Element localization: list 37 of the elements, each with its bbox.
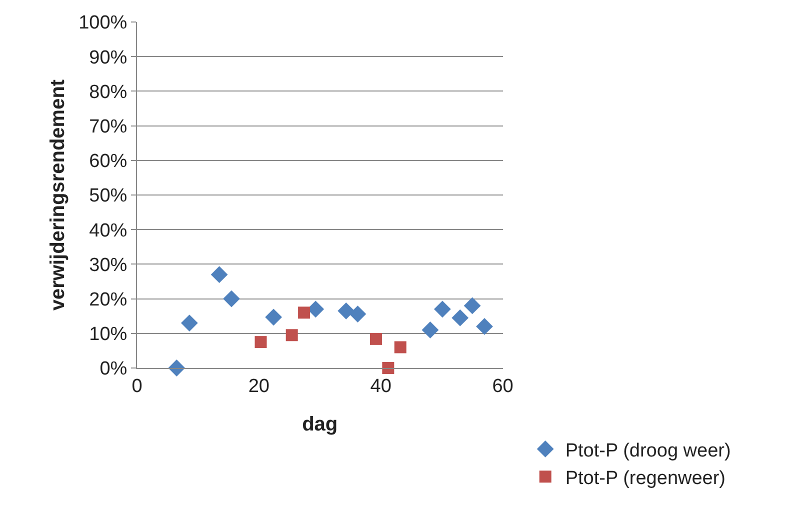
point: [382, 362, 394, 374]
y-tick-label: 100%: [78, 12, 128, 34]
point: [349, 306, 366, 322]
x-tick-label: 0: [132, 376, 142, 397]
point: [476, 318, 493, 335]
y-tick-label: 0%: [100, 358, 128, 380]
y-axis-title: verwijderingsrendement: [47, 79, 70, 311]
y-tick-label: 20%: [89, 289, 128, 310]
y-tick-label: 90%: [89, 47, 128, 68]
point: [210, 266, 228, 284]
y-tick-label: 60%: [89, 151, 128, 172]
legend-label: Ptot-P (regenweer): [565, 468, 726, 490]
point: [168, 360, 186, 376]
point: [254, 336, 267, 348]
y-tick-label: 80%: [89, 82, 128, 103]
point: [422, 321, 439, 338]
x-tick-label: 40: [370, 376, 392, 397]
point: [338, 302, 355, 320]
x-axis-title: dag: [302, 413, 338, 436]
point: [434, 300, 451, 318]
legend-label: Ptot-P (droog weer): [565, 440, 731, 462]
x-tick-label: 20: [248, 376, 270, 397]
point: [223, 290, 240, 308]
x-tick-label: 60: [492, 376, 514, 397]
point: [180, 314, 198, 332]
point: [394, 341, 406, 354]
point: [452, 309, 469, 326]
point: [464, 297, 481, 314]
y-tick-label: 30%: [89, 254, 128, 276]
point: [370, 332, 382, 345]
y-tick-label: 40%: [89, 220, 128, 242]
y-tick-label: 50%: [89, 186, 128, 207]
y-tick-label: 70%: [89, 116, 128, 138]
point: [286, 329, 298, 342]
point: [298, 306, 310, 319]
y-tick-label: 10%: [89, 324, 128, 346]
point: [265, 308, 282, 326]
